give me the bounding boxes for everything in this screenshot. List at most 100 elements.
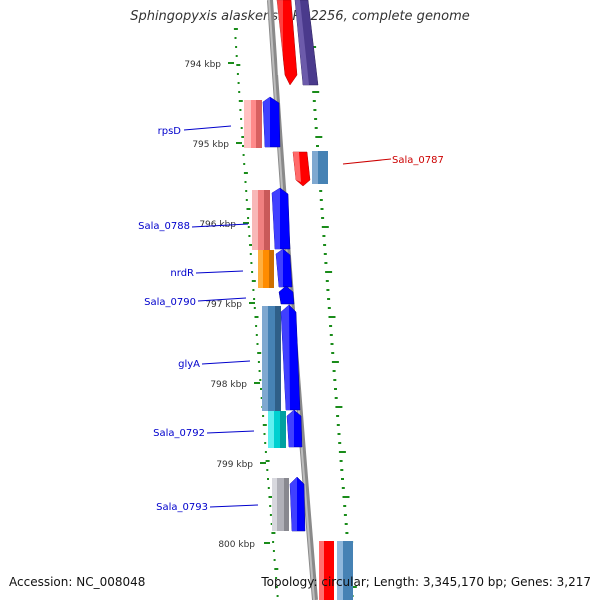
gc-dot [269,514,272,516]
gc-dot [236,64,241,66]
gene-glyA-complement[interactable] [262,306,281,411]
gc-dot [329,334,333,336]
gene-top-red-reverse[interactable] [276,0,298,86]
gc-dot [265,460,270,462]
gene-top-purple[interactable] [294,0,319,86]
gene-nrdR-complement[interactable] [258,250,274,288]
gene-nrdR[interactable] [275,248,293,288]
gc-dot [253,307,256,309]
gc-dot [323,253,327,255]
gc-dot [312,91,320,93]
gene-Sala_0788[interactable] [271,187,291,250]
gc-dot [312,100,316,102]
gc-dot [255,334,258,336]
gc-dot [251,280,256,282]
gene-Sala_0792-complement[interactable] [268,411,286,448]
gene-label-Sala_0792[interactable]: Sala_0792 [153,428,205,439]
leader-line [197,297,247,302]
gene-bottom-red[interactable] [319,541,334,600]
gc-dot [251,271,254,273]
gc-dot [330,343,334,345]
gc-dot [252,289,255,291]
leader-line [195,270,244,274]
gc-dot [233,28,238,30]
gc-dot [316,145,319,147]
gc-dot [244,181,247,183]
gc-dot [334,388,337,390]
gc-dot [247,226,250,228]
tick-label: 794 kbp [184,60,221,70]
gc-dot [259,379,262,381]
gc-dot [319,199,323,201]
gc-dot [274,568,279,570]
gc-dot [243,172,248,174]
gene-label-glyA[interactable]: glyA [178,359,200,370]
gc-dot [319,190,323,192]
gene-rpsD-complement[interactable] [244,100,262,148]
gene-label-Sala_0793[interactable]: Sala_0793 [156,502,208,513]
gc-dot [336,415,340,417]
gc-dot [327,307,331,309]
gc-dot [321,226,329,228]
gc-dot [245,199,248,201]
tick-label: 798 kbp [210,380,247,390]
label-leaders [183,125,392,508]
gc-dot [335,406,343,408]
leader-line [209,504,259,508]
gene-Sala_0793[interactable] [289,476,306,532]
gene-Sala_0788-complement[interactable] [252,190,270,250]
leader-line [183,125,232,131]
gc-dot [334,397,338,399]
gc-dot [240,127,243,129]
gc-dot [263,433,266,435]
gc-dot [255,325,258,327]
gene-label-nrdR[interactable]: nrdR [170,268,194,279]
gc-dot [236,73,239,75]
gc-dot [339,460,343,462]
accession-text: Accession: NC_008048 [9,575,146,589]
gc-dot [333,379,337,381]
tick-label: 800 kbp [218,540,255,550]
gene-Sala_0790[interactable] [278,285,295,305]
gc-dot [344,523,348,525]
gene-label-Sala_0787[interactable]: Sala_0787 [392,155,444,166]
gc-dot [238,100,243,102]
gene-Sala_0787[interactable] [292,151,311,187]
tick-label: 797 kbp [205,300,242,310]
leader-line [206,430,255,434]
gene-rpsD[interactable] [262,96,281,148]
gc-dot [240,118,243,120]
position-ticks: 794 kbp 795 kbp 796 kbp 797 kbp 798 kbp … [184,60,270,550]
gc-dot [256,343,259,345]
gc-dot [343,505,347,507]
gc-dot [257,352,262,354]
gc-dot [257,361,260,363]
gc-dot [242,145,244,147]
gene-label-Sala_0788[interactable]: Sala_0788 [138,221,190,232]
gc-dot [268,496,273,498]
gc-dot [322,235,326,237]
gc-dot [235,55,238,57]
gc-dot [241,136,246,138]
gene-Sala_0787-neighbor[interactable] [312,151,328,184]
gene-glyA[interactable] [280,304,301,411]
tick-label: 795 kbp [192,140,229,150]
gene-label-rpsD[interactable]: rpsD [158,126,182,137]
gene-Sala_0792[interactable] [286,409,303,448]
gene-bottom-steel[interactable] [337,541,353,600]
gc-dot [266,469,269,471]
gc-dot [250,262,253,264]
gc-dot [237,82,240,84]
gc-dot [341,478,344,480]
gc-dot [247,217,250,219]
gc-dot [248,235,251,237]
gc-dot [323,244,327,246]
gc-dot [327,298,331,300]
topology-text: Topology: circular; Length: 3,345,170 bp… [261,575,591,589]
gene-label-Sala_0790[interactable]: Sala_0790 [144,297,196,308]
gene-Sala_0793-complement[interactable] [272,478,289,531]
leader-line [191,223,249,228]
leader-line [201,360,251,365]
